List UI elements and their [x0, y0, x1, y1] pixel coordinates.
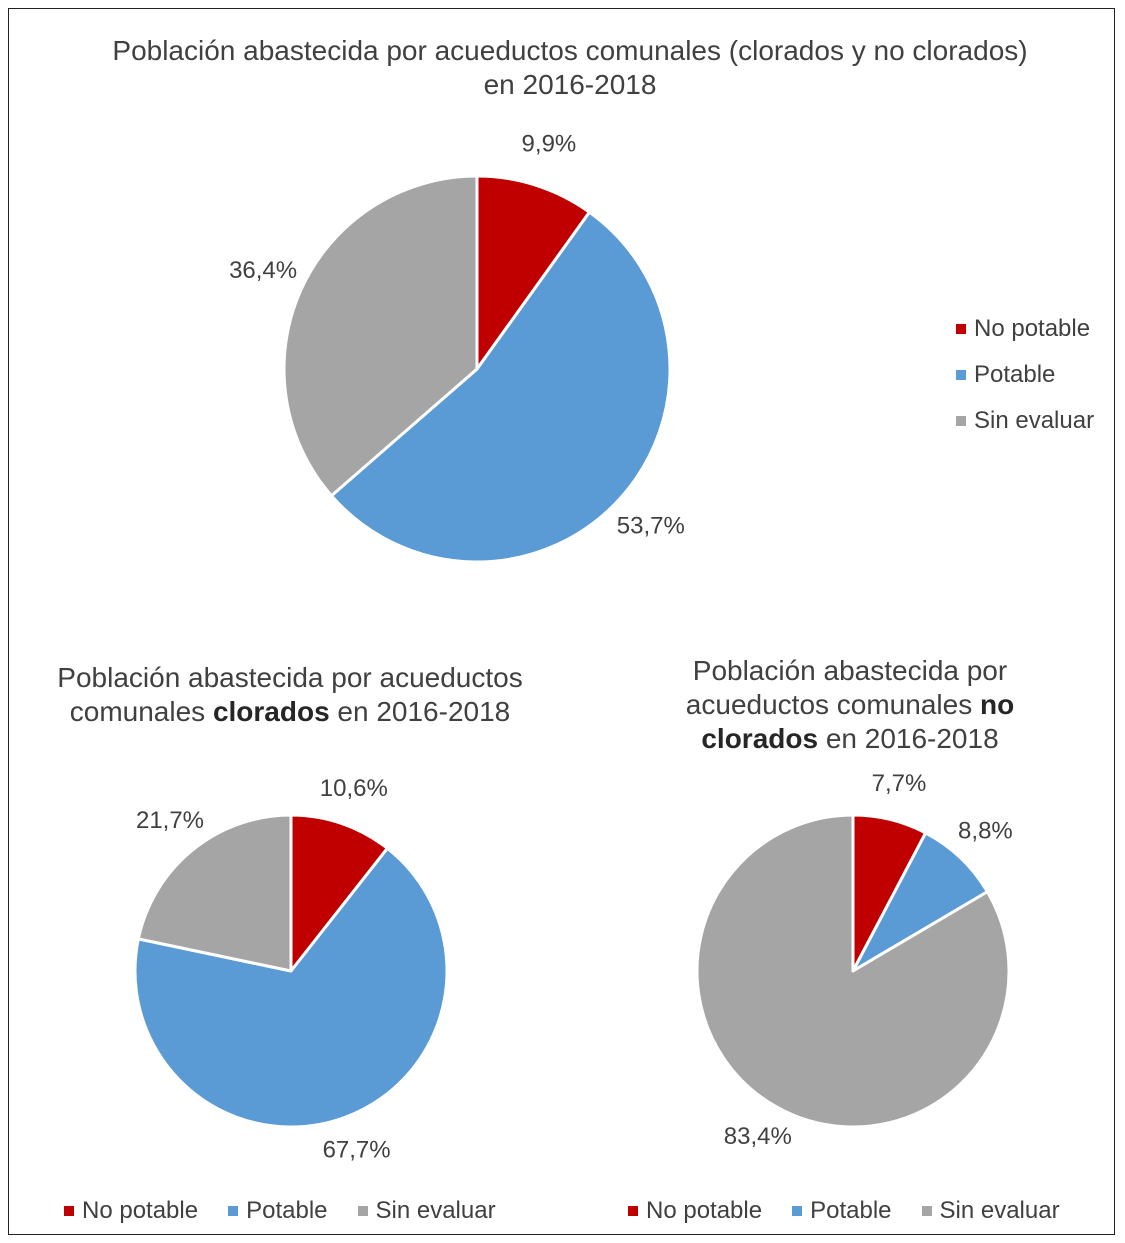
pie-slice-potable — [851, 831, 989, 973]
legend-item: Potable — [228, 1197, 328, 1225]
figure-frame — [8, 8, 1115, 1235]
legend-swatch-no-potable — [64, 1206, 74, 1216]
title-clorados-part: en 2016-2018 — [329, 696, 511, 727]
legend-item: Sin evaluar — [357, 1197, 496, 1225]
legend-main: No potable Potable Sin evaluar — [956, 306, 1094, 444]
pie-slice-no-potable — [289, 813, 389, 973]
legend-item: No potable — [956, 306, 1094, 352]
pie-slice-sin-evaluar — [695, 813, 1011, 1129]
legend-item: Sin evaluar — [921, 1197, 1060, 1225]
legend-swatch-no-potable — [628, 1206, 638, 1216]
legend-swatch-sin-evaluar — [956, 416, 966, 426]
title-main-part: Población abastecida por acueductos comu… — [112, 35, 1028, 100]
chart-title-main: Población abastecida por acueductos comu… — [100, 34, 1040, 102]
legend-swatch-potable — [792, 1206, 803, 1216]
legend-swatch-potable — [956, 370, 966, 380]
legend-item: No potable — [64, 1197, 198, 1225]
legend-item: Sin evaluar — [956, 398, 1094, 444]
chart-title-clorados: Población abastecida por acueductos comu… — [40, 661, 540, 729]
legend-swatch-sin-evaluar — [921, 1206, 932, 1216]
legend-label: Sin evaluar — [974, 407, 1095, 434]
data-label-no-potable: 10,6% — [320, 775, 388, 802]
chart-title-no-clorados: Población abastecida por acueductos comu… — [625, 654, 1075, 756]
legend-label: No potable — [82, 1197, 199, 1224]
data-label-no-potable: 7,7% — [872, 770, 927, 797]
pie-slice-potable — [329, 210, 672, 564]
pie-slice-no-potable — [475, 174, 591, 371]
data-label-no-potable: 9,9% — [522, 131, 577, 158]
pie-slice-sin-evaluar — [136, 813, 293, 973]
pie-slice-sin-evaluar — [282, 174, 479, 498]
legend-label: No potable — [646, 1197, 763, 1224]
legend-label: Potable — [974, 361, 1056, 388]
title-no-clorados-bold: no clorados — [701, 689, 1015, 754]
legend-clorados: No potable Potable Sin evaluar — [64, 1197, 526, 1225]
legend-no-clorados: No potable Potable Sin evaluar — [628, 1197, 1090, 1225]
legend-item: Potable — [792, 1197, 892, 1225]
data-label-sin-evaluar: 21,7% — [136, 807, 204, 834]
legend-swatch-potable — [228, 1206, 239, 1216]
legend-item: No potable — [628, 1197, 762, 1225]
data-label-potable: 67,7% — [323, 1137, 391, 1164]
data-label-potable: 53,7% — [617, 513, 685, 540]
data-label-sin-evaluar: 36,4% — [229, 257, 297, 284]
legend-label: Potable — [246, 1197, 328, 1224]
title-clorados-bold: clorados — [212, 696, 330, 727]
title-clorados-part: Población abastecida por acueductos comu… — [57, 662, 523, 727]
legend-label: Potable — [810, 1197, 892, 1224]
title-no-clorados-part: Población abastecida por acueductos comu… — [685, 655, 1008, 720]
legend-swatch-no-potable — [956, 324, 966, 334]
legend-label: Sin evaluar — [375, 1197, 496, 1224]
legend-label: Sin evaluar — [939, 1197, 1060, 1224]
legend-item: Potable — [956, 352, 1094, 398]
title-no-clorados-part: en 2016-2018 — [818, 723, 999, 754]
legend-label: No potable — [974, 315, 1091, 342]
data-label-sin-evaluar: 83,4% — [724, 1123, 792, 1150]
data-label-potable: 8,8% — [958, 817, 1013, 844]
legend-swatch-sin-evaluar — [357, 1206, 368, 1216]
pie-slice-potable — [133, 846, 449, 1129]
